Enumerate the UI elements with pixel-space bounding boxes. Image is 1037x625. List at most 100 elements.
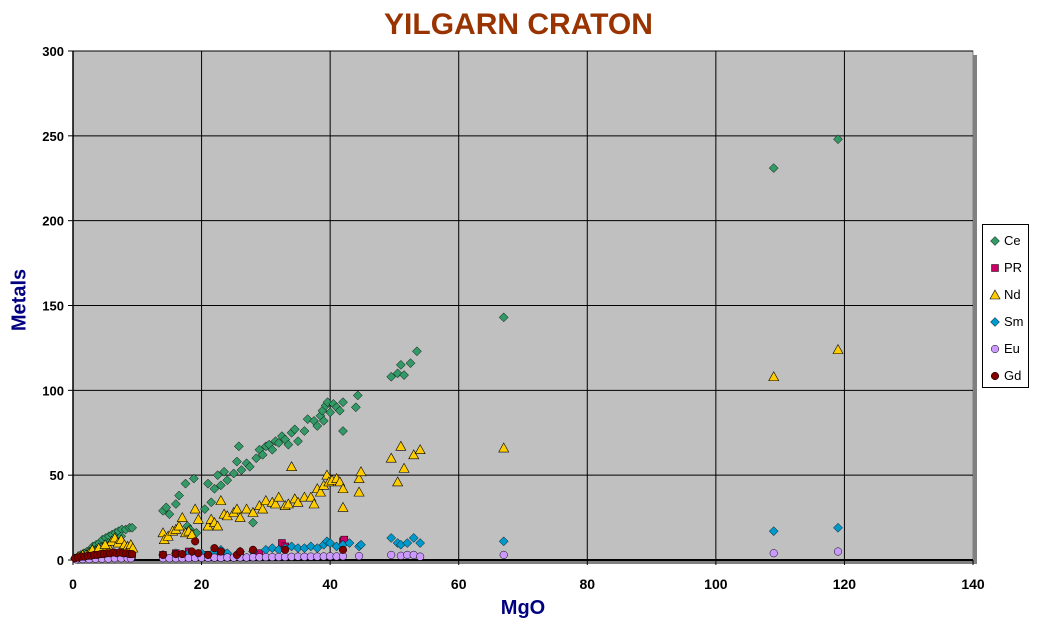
data-point-ce [222,475,233,486]
data-point-ce [338,397,348,408]
data-point-ce [334,405,345,416]
data-point-nd [392,476,404,487]
data-point-nd [260,494,272,505]
data-point-nd [337,501,349,512]
y-tick-label: 300 [42,44,64,59]
data-point-sm [768,526,779,537]
legend-label: Nd [1004,287,1021,302]
data-point-ce [412,346,422,357]
data-point-ce [338,426,348,436]
x-tick-label: 0 [69,576,77,592]
data-point-ce [219,466,229,477]
data-point-sm [498,536,509,547]
data-point-gd [216,547,225,556]
data-point-nd [314,486,327,497]
data-point-ce [405,358,416,369]
data-point-nd [234,511,246,522]
data-point-gd [203,550,213,559]
legend-symbol-gd [990,371,1000,381]
data-point-nd [176,511,188,522]
data-point-ce [283,439,294,450]
series-nd [72,343,844,561]
data-point-nd [257,503,269,514]
data-point-eu [833,547,843,556]
data-point-nd [173,520,185,531]
chart-title: YILGARN CRATON [384,8,653,41]
data-point-ce [203,478,213,489]
data-point-nd [231,503,243,514]
data-point-ce [267,444,278,455]
legend-item-gd: Gd [983,366,1030,386]
data-point-nd [162,530,174,541]
data-point-gd [236,547,245,556]
x-tick-label: 140 [961,576,985,592]
data-point-ce [161,502,172,513]
legend-marker [989,289,1001,300]
data-point-nd [321,469,333,480]
data-point-gd [158,550,168,559]
data-point-nd [398,462,410,473]
data-point-sm [386,533,397,543]
legend-label: PR [1004,260,1023,275]
data-point-ce [232,456,242,467]
x-axis-title: MgO [500,597,546,619]
legend-marker [991,264,999,272]
data-point-gd [194,549,203,558]
data-point-nd [498,442,510,453]
data-point-ce [386,371,397,382]
x-tick-label: 60 [451,576,467,592]
data-point-nd [353,472,365,483]
data-point-ce [206,497,217,508]
data-point-nd [273,491,285,502]
data-point-sm [415,538,425,548]
data-point-gd [281,545,290,554]
legend-marker [990,317,1000,327]
data-point-eu [769,549,778,558]
legend-symbol-pr [991,264,999,272]
data-point-gd [338,545,348,554]
data-point-gd [210,544,219,553]
data-point-ce [228,468,239,479]
data-point-ce [273,438,284,448]
legend-label: Eu [1004,341,1020,356]
data-point-ce [164,509,175,520]
chart-legend: Ce PR Nd Sm Eu Gd [982,224,1029,388]
data-point-nd [414,444,426,455]
data-point-ce [352,390,363,401]
data-point-eu [416,552,425,561]
data-point-ce [216,480,226,491]
y-tick-label: 250 [42,129,64,144]
y-tick-label: 200 [42,214,64,229]
data-point-nd [337,483,349,494]
data-point-nd [99,539,111,550]
y-tick-label: 100 [42,383,64,398]
data-point-sm [356,539,366,550]
data-point-ce [244,461,255,472]
data-point-sm [325,538,335,548]
data-point-nd [353,486,365,497]
data-point-ce [293,436,303,447]
data-point-ce [236,465,247,475]
data-point-sm [408,533,419,543]
data-point-nd [292,496,304,507]
data-point-nd [192,513,204,524]
data-point-nd [215,494,227,505]
legend-symbol-nd [989,289,1001,300]
data-point-ce [351,402,361,413]
legend-symbol-eu [990,344,1000,354]
x-tick-label: 20 [194,576,210,592]
legend-symbol-sm [990,317,1000,327]
data-point-ce [212,470,223,481]
data-point-nd [408,449,420,460]
data-point-ce [289,424,300,435]
data-point-nd [395,440,407,451]
data-point-ce [312,421,323,431]
data-point-ce [199,504,210,514]
data-point-nd [186,528,198,539]
data-point-ce [174,490,184,501]
data-point-nd [269,498,282,509]
y-tick-label: 50 [50,468,64,483]
data-point-ce [171,499,181,509]
data-point-ce [833,134,843,145]
